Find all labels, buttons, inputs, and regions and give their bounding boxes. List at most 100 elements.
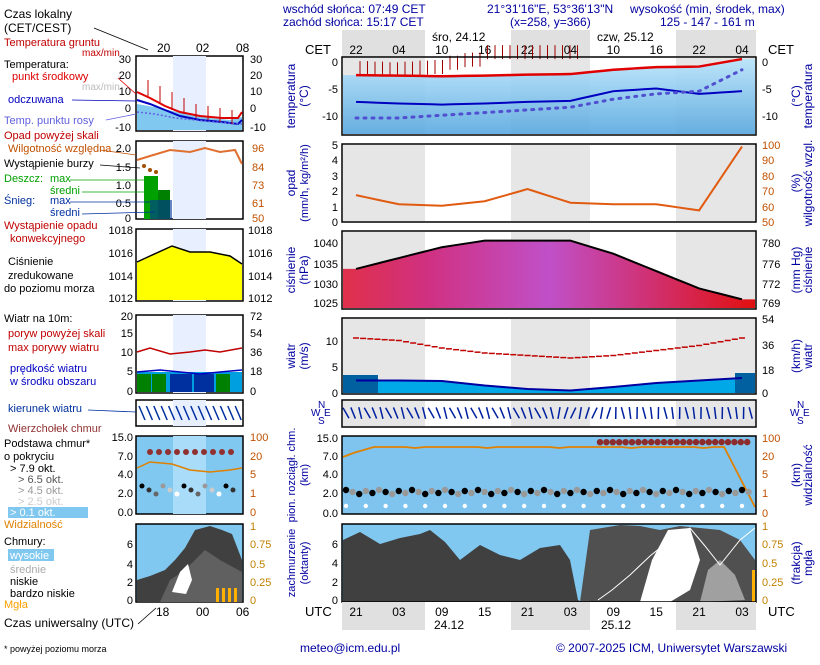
winddir-day-bands [343,401,755,426]
svg-text:54: 54 [762,314,774,326]
svg-text:0.25: 0.25 [762,577,783,589]
cloud-base-dot [501,490,507,496]
mini-top-dot [183,449,189,455]
mini-cover-axis-left: 6 4 2 0 [127,539,133,607]
compass-s-left: S [318,416,325,427]
cloud-top-dot [693,439,699,445]
mini-top-dot [201,449,207,455]
legend-cloud-top: Wierzchołek chmur [8,423,102,435]
legend-wind-direction: kierunek wiatru [8,403,82,415]
cloud-top-dot [661,439,667,445]
cloud-top-dot [744,439,750,445]
cet-hour: 04 [564,43,578,57]
cet-hour: 10 [435,43,449,57]
cloud-top-dot [642,439,648,445]
cloud-base-dot-low [344,504,348,508]
mini-base-dot [217,492,222,497]
cloud-base-dot [455,491,461,497]
footer-email[interactable]: meteo@icm.edu.pl [300,641,400,655]
cloud-base-dot-low [423,504,427,508]
cloud-base-dot [534,490,540,496]
mini-base-dot [203,484,208,489]
svg-text:2: 2 [332,186,338,198]
cloud-base-dot [580,489,586,495]
legend-max-gusts: max porywy wiatru [8,342,99,354]
temp-title-right: temperatura [801,63,815,128]
press-unit: (hPa) [297,255,311,284]
svg-text:0.0: 0.0 [323,508,338,520]
mini-press-axis-right: 1018 1016 1014 1012 [248,225,272,305]
cloud-base-dot-low [443,504,447,508]
svg-text:60: 60 [762,202,774,214]
fog-axis-right: 1 0.75 0.5 0.25 0 [762,521,783,607]
cloud-base-dot [745,489,751,495]
hum-unit: (%) [789,174,803,193]
mini-press-axis-left: 1018 1016 1014 1012 [109,225,133,305]
cet-hour: 04 [392,43,406,57]
cloud-base-dot [462,488,468,494]
cloud-base-dot [646,489,652,495]
cet-label-left: CET [305,42,331,57]
svg-text:100: 100 [250,432,268,444]
svg-text:1016: 1016 [109,248,133,260]
svg-text:769: 769 [762,298,780,310]
mini-temp-axis-right: 30 20 10 0 -10 [250,54,266,134]
svg-text:6: 6 [332,539,338,551]
cloud-base-dot [429,488,435,494]
cloud-base-dot [541,487,547,493]
svg-text:84: 84 [252,162,264,174]
cloud-base-dot [633,490,639,496]
cet-hour: 10 [607,43,621,57]
svg-text:100: 100 [762,140,780,152]
svg-text:30: 30 [250,54,262,66]
mini-wind-axis-right: 72 54 36 18 0 [250,311,262,398]
mini-cloud-axis-right: 100 20 5 1 0 [250,432,268,519]
mini-snow [150,200,172,219]
mini-top-dot [228,449,234,455]
svg-text:2.0: 2.0 [118,488,133,500]
svg-text:10: 10 [250,86,262,98]
svg-text:1035: 1035 [314,259,338,271]
svg-text:0: 0 [250,507,256,519]
svg-text:1: 1 [762,521,768,533]
cloud-base-dot [547,489,553,495]
cloud-base-dot-low [641,504,645,508]
svg-text:0: 0 [762,508,768,520]
wind-title: wiatr [284,343,298,369]
svg-text:0.5: 0.5 [250,559,265,571]
mini-top-dot [147,449,153,455]
svg-text:0: 0 [332,217,338,229]
cloud-base-dot [653,491,659,497]
date-label-1: 24.12 [434,618,464,632]
svg-text:0.25: 0.25 [250,577,271,589]
cloud-base-dot [363,488,369,494]
cloud-base-dot [686,491,692,497]
utc-hour: 21 [521,605,535,619]
footer-copyright: © 2007-2025 ICM, Uniwersytet Warszawski [556,641,787,655]
coordinates: 21°31'16"E, 53°36'13"N [487,2,613,16]
svg-text:80: 80 [762,171,774,183]
legend-visibility: Widzialność [4,519,63,531]
cloud-base-dot [343,487,349,493]
svg-text:18: 18 [762,365,774,377]
legend-pressure-3: do poziomu morza [4,283,95,295]
cloud-top-dot [654,439,660,445]
cloud-top-dot [629,439,635,445]
svg-text:2: 2 [127,577,133,589]
wind-block-left [343,375,378,393]
svg-text:4.0: 4.0 [323,469,338,481]
svg-text:15.0: 15.0 [317,433,338,445]
cloud-base-dot [607,487,613,493]
mini-temp-axis-left: 30 20 10 0 -10 [115,54,131,134]
cloud-top-dot [738,439,744,445]
svg-text:20: 20 [121,311,133,323]
temp-axis-left: 0 -5 -10 [322,57,338,123]
svg-text:0.5: 0.5 [116,198,131,210]
prec-unit: (mm/h, kg/m²/h) [299,144,311,222]
cloud-base-dot [422,491,428,497]
night-band [511,401,590,426]
elevation-values: 125 - 147 - 161 m [660,15,755,29]
mini-top-dot [219,449,225,455]
cover-axis-left: 6 4 2 0 [332,539,338,607]
cloud-base-dot [574,487,580,493]
